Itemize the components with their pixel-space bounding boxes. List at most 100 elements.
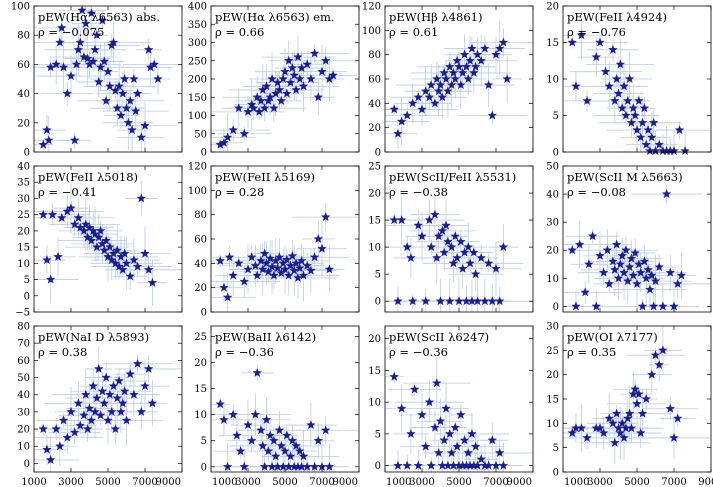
y-tick-label: 5: [375, 270, 381, 281]
data-point-star: [567, 37, 578, 47]
data-point-star: [480, 43, 490, 53]
data-point-star: [665, 267, 676, 277]
data-point-star: [393, 128, 403, 138]
y-tick-label: 0: [375, 297, 381, 308]
y-tick-label: 80: [368, 50, 381, 61]
data-point-star: [647, 132, 657, 142]
data-point-star: [413, 220, 424, 230]
data-point-star: [396, 403, 407, 413]
data-point-star: [430, 98, 440, 108]
data-point-star: [494, 43, 505, 53]
data-point-star: [441, 220, 451, 230]
data-point-star: [132, 358, 143, 368]
data-point-star: [641, 273, 652, 283]
data-point-star: [439, 247, 449, 257]
y-tick-label: −5: [15, 308, 30, 319]
scatter-panel-8: 0 10 20 30 40 50 pEW(ScII M λ5663)ρ = −0.08: [546, 162, 712, 313]
data-point-star: [402, 110, 412, 120]
y-tick-label: 50: [194, 129, 207, 140]
data-point-star: [121, 415, 132, 425]
data-point-star: [580, 287, 590, 297]
y-tick-label: 20: [546, 246, 559, 257]
data-point-star: [84, 403, 95, 413]
data-point-star: [147, 398, 158, 408]
data-point-star: [487, 435, 498, 445]
y-tick-label: 100: [188, 111, 207, 122]
data-point-star: [459, 435, 470, 445]
data-point-star: [55, 37, 65, 47]
y-tick-label: 15: [368, 366, 381, 377]
y-tick-label: 100: [362, 26, 381, 37]
data-point-star: [674, 125, 685, 135]
data-point-star: [647, 270, 657, 280]
data-point-star: [263, 266, 274, 276]
data-point-star: [630, 248, 640, 258]
data-point-star: [483, 258, 494, 268]
data-point-star: [276, 95, 287, 105]
y-tick-label: 400: [188, 2, 207, 13]
data-point-star: [470, 441, 481, 451]
correlation-label: ρ = 0.28: [215, 185, 264, 199]
y-tick-label: 10: [546, 419, 559, 430]
y-tick-label: 25: [194, 332, 207, 343]
data-point-star: [582, 432, 592, 442]
data-point-star: [270, 451, 281, 461]
data-point-star: [635, 428, 646, 438]
data-point-star: [628, 103, 639, 113]
data-point-star: [110, 424, 121, 434]
data-point-star: [114, 81, 124, 91]
data-point-star: [610, 437, 620, 447]
data-point-star: [86, 415, 97, 425]
data-point-star: [219, 282, 229, 292]
data-point-star: [250, 409, 261, 419]
data-point-star: [313, 233, 324, 244]
data-point-star: [654, 139, 664, 149]
data-point-star: [595, 423, 605, 433]
panel-title: pEW(FeII λ4924): [567, 10, 667, 24]
data-point-star: [622, 413, 633, 423]
data-point-star: [437, 225, 448, 235]
data-point-star: [285, 451, 296, 461]
data-point-star: [439, 435, 449, 445]
data-point-star: [407, 98, 418, 108]
data-point-star: [118, 398, 128, 408]
data-point-star: [417, 231, 427, 241]
data-point-star: [228, 125, 238, 135]
data-point-star: [591, 52, 602, 62]
data-point-star: [232, 430, 242, 440]
data-point-star: [619, 267, 629, 277]
data-point-star: [598, 428, 609, 438]
data-point-star: [88, 56, 98, 66]
data-point-star: [619, 432, 629, 442]
data-point-star: [450, 231, 461, 241]
y-tick-label: 80: [17, 31, 30, 42]
data-point-star: [246, 99, 257, 109]
data-point-star: [389, 104, 400, 114]
data-point-star: [53, 251, 63, 261]
data-point-star: [448, 258, 459, 268]
x-tick-label: 5000: [95, 477, 120, 487]
data-point-star: [635, 267, 646, 277]
x-tick-label: 9000: [333, 477, 358, 487]
data-point-star: [604, 81, 615, 91]
data-point-star: [632, 278, 642, 288]
data-point-star: [446, 447, 457, 458]
x-tick-label: 3000: [58, 477, 83, 487]
data-point-star: [393, 296, 403, 306]
data-point-star: [472, 49, 483, 59]
data-point-star: [258, 440, 268, 450]
data-point-star: [114, 375, 124, 386]
data-point-star: [448, 67, 459, 77]
data-point-star: [108, 37, 119, 47]
data-point-star: [567, 245, 578, 255]
data-point-star: [476, 454, 486, 464]
data-point-star: [239, 276, 250, 286]
y-tick-label: 0: [553, 148, 559, 159]
correlation-label: ρ = −0.08: [567, 185, 626, 199]
y-tick-label: 10: [368, 398, 381, 409]
y-tick-label: 25: [17, 210, 30, 221]
data-point-star: [571, 81, 581, 91]
y-tick-label: 10: [17, 442, 30, 453]
data-point-star: [624, 408, 635, 418]
data-point-star: [432, 378, 442, 388]
